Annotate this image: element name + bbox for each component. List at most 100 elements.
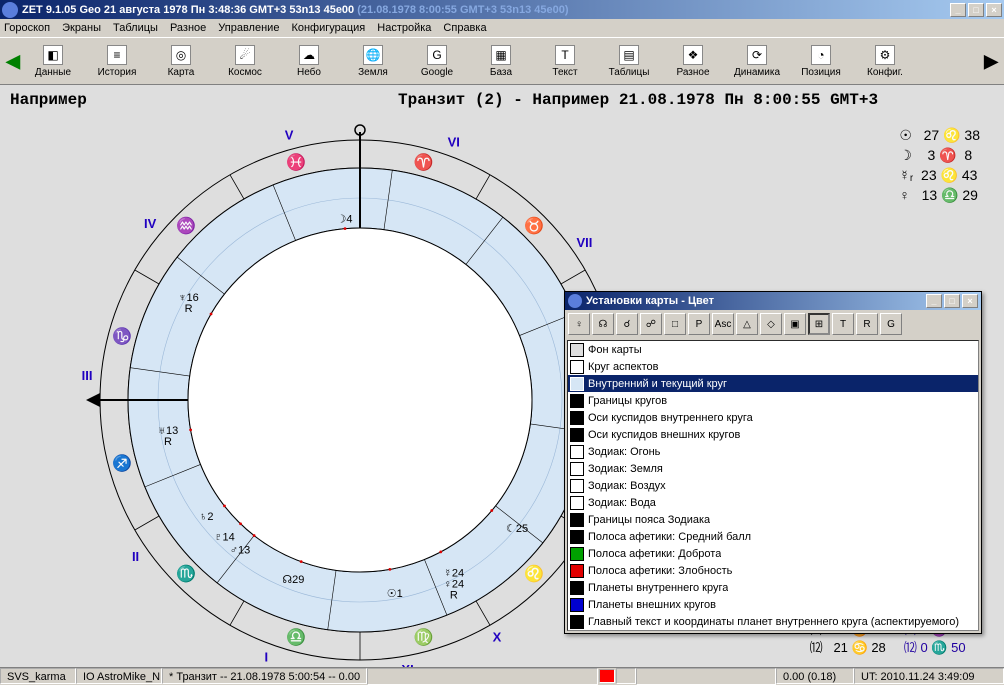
- status-cell-2[interactable]: IO AstroMike_N: [76, 668, 162, 684]
- dialog-tab[interactable]: ⊞: [808, 313, 830, 335]
- toolbar-item[interactable]: ◎Карта: [150, 40, 212, 82]
- color-list-row[interactable]: Зодиак: Земля: [568, 460, 978, 477]
- menu-item[interactable]: Разное: [170, 22, 206, 34]
- toolbar: ◀ ◧ Данные ≡История◎Карта☄Космос☁Небо🌐Земл…: [0, 37, 1004, 85]
- color-list-row[interactable]: Полоса афетики: Доброта: [568, 545, 978, 562]
- svg-text:♒: ♒: [176, 216, 196, 235]
- toolbar-item[interactable]: ▤Таблицы: [598, 40, 660, 82]
- toolbar-scroll-right[interactable]: ▶: [982, 41, 1000, 81]
- dialog-tab[interactable]: P: [688, 313, 710, 335]
- toolbar-item[interactable]: ◔ Позиция: [790, 40, 852, 82]
- dialog-titlebar[interactable]: Установки карты - Цвет _ □ ×: [565, 292, 981, 310]
- status-cell-3[interactable]: * Транзит -- 21.08.1978 5:00:54 -- 0.00: [162, 668, 367, 684]
- dialog-tab[interactable]: ▣: [784, 313, 806, 335]
- toolbar-item[interactable]: ⚙Конфиг.: [854, 40, 916, 82]
- svg-text:♈: ♈: [414, 152, 434, 171]
- color-list-row[interactable]: Границы пояса Зодиака: [568, 511, 978, 528]
- toolbar-item[interactable]: ▦База: [470, 40, 532, 82]
- color-swatch: [570, 479, 584, 493]
- toolbar-item[interactable]: ◧ Данные: [22, 40, 84, 82]
- dialog-tab[interactable]: G: [880, 313, 902, 335]
- toolbar-item[interactable]: ☁Небо: [278, 40, 340, 82]
- window-buttons: _ □ ×: [950, 3, 1002, 17]
- close-button[interactable]: ×: [986, 3, 1002, 17]
- color-list-row[interactable]: Зодиак: Огонь: [568, 443, 978, 460]
- dialog-tab[interactable]: R: [856, 313, 878, 335]
- color-list-row[interactable]: Оси куспидов внутреннего круга: [568, 409, 978, 426]
- dialog-maximize-button[interactable]: □: [944, 294, 960, 308]
- svg-text:R: R: [164, 436, 172, 448]
- color-list-row[interactable]: Оси куспидов внешних кругов: [568, 426, 978, 443]
- menu-item[interactable]: Конфигурация: [291, 22, 365, 34]
- toolbar-icon: ◔: [811, 45, 831, 65]
- status-red-indicator[interactable]: [599, 669, 615, 683]
- color-list[interactable]: Фон картыКруг аспектов Внутренний и текущ…: [567, 340, 979, 631]
- menu-item[interactable]: Настройка: [377, 22, 431, 34]
- position-row: ♀ 13 ♎ 29: [899, 185, 980, 205]
- color-list-row[interactable]: Главный текст и координаты планет внутре…: [568, 613, 978, 630]
- color-swatch: [570, 564, 584, 578]
- toolbar-item[interactable]: ⟳Динамика: [726, 40, 788, 82]
- planet-positions: ☉ 27 ♌ 38☽ 3 ♈ 8☿ᵣ 23 ♌ 43♀ 13 ♎ 29: [899, 125, 980, 205]
- color-label: Зодиак: Воздух: [588, 480, 666, 492]
- svg-text:R: R: [185, 303, 193, 315]
- color-label: Оси куспидов внешних кругов: [588, 429, 740, 441]
- status-cell-4[interactable]: 0.00 (0.18): [776, 668, 854, 684]
- menu-item[interactable]: Таблицы: [113, 22, 158, 34]
- toolbar-icon: T: [555, 45, 575, 65]
- toolbar-item[interactable]: ≡История: [86, 40, 148, 82]
- toolbar-item[interactable]: ❖ Разное: [662, 40, 724, 82]
- toolbar-icon: 🌐: [363, 45, 383, 65]
- color-settings-dialog[interactable]: Установки карты - Цвет _ □ × ♀☊☌☍□PAsc△◇…: [564, 291, 982, 634]
- status-cell-1[interactable]: SVS_karma: [0, 668, 76, 684]
- dialog-tab[interactable]: □: [664, 313, 686, 335]
- dialog-title: Установки карты - Цвет: [586, 295, 926, 307]
- maximize-button[interactable]: □: [968, 3, 984, 17]
- color-list-row[interactable]: Фон карты: [568, 341, 978, 358]
- color-list-row[interactable]: Круг аспектов: [568, 358, 978, 375]
- toolbar-icon: ◧: [43, 45, 63, 65]
- toolbar-icon: ❖: [683, 45, 703, 65]
- color-label: Внутренний и текущий круг: [588, 378, 727, 390]
- svg-text:☽4: ☽4: [336, 214, 352, 226]
- status-spacer: [367, 668, 598, 685]
- toolbar-label: Позиция: [801, 67, 841, 78]
- color-list-row[interactable]: Полоса афетики: Злобность: [568, 562, 978, 579]
- dialog-tab[interactable]: ◇: [760, 313, 782, 335]
- toolbar-item[interactable]: GGoogle: [406, 40, 468, 82]
- color-list-row[interactable]: Полоса афетики: Средний балл: [568, 528, 978, 545]
- color-list-row[interactable]: Планеты внешних кругов: [568, 596, 978, 613]
- minimize-button[interactable]: _: [950, 3, 966, 17]
- menu-item[interactable]: Гороскоп: [4, 22, 50, 34]
- toolbar-item[interactable]: TТекст: [534, 40, 596, 82]
- toolbar-label: Данные: [35, 67, 71, 78]
- toolbar-scroll-left[interactable]: ◀: [4, 41, 22, 81]
- dialog-close-button[interactable]: ×: [962, 294, 978, 308]
- color-list-row[interactable]: Зодиак: Воздух: [568, 477, 978, 494]
- toolbar-item[interactable]: 🌐Земля: [342, 40, 404, 82]
- toolbar-icon: G: [427, 45, 447, 65]
- toolbar-label: Разное: [676, 67, 709, 78]
- dialog-tab[interactable]: ♀: [568, 313, 590, 335]
- svg-text:X: X: [493, 629, 502, 644]
- status-cell-5[interactable]: UT: 2010.11.24 3:49:09: [854, 668, 1004, 684]
- menu-item[interactable]: Экраны: [62, 22, 101, 34]
- toolbar-item[interactable]: ☄Космос: [214, 40, 276, 82]
- dialog-minimize-button[interactable]: _: [926, 294, 942, 308]
- menu-item[interactable]: Справка: [443, 22, 486, 34]
- status-spacer2: [636, 668, 776, 685]
- color-swatch: [570, 598, 584, 612]
- dialog-tab[interactable]: △: [736, 313, 758, 335]
- svg-text:♄2: ♄2: [199, 511, 213, 523]
- dialog-tab[interactable]: ☌: [616, 313, 638, 335]
- dialog-tab[interactable]: ☊: [592, 313, 614, 335]
- menu-item[interactable]: Управление: [218, 22, 279, 34]
- dialog-tab[interactable]: Asc: [712, 313, 734, 335]
- dialog-icon: [568, 294, 582, 308]
- color-list-row[interactable]: Планеты внутреннего круга: [568, 579, 978, 596]
- color-list-row[interactable]: Границы кругов: [568, 392, 978, 409]
- dialog-tab[interactable]: ☍: [640, 313, 662, 335]
- dialog-tab[interactable]: T: [832, 313, 854, 335]
- color-list-row[interactable]: Зодиак: Вода: [568, 494, 978, 511]
- color-list-row[interactable]: Внутренний и текущий круг: [568, 375, 978, 392]
